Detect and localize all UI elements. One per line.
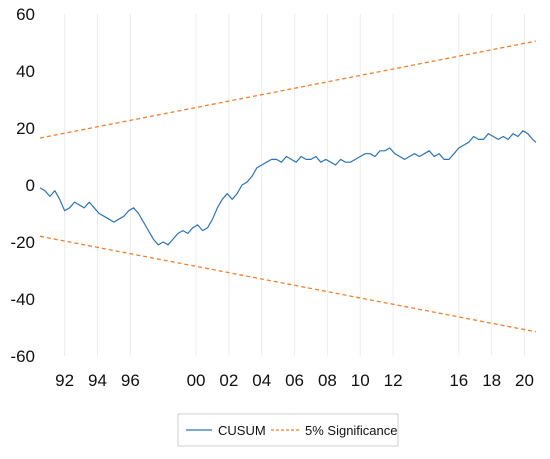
x-tick-label: 04: [252, 371, 271, 390]
legend-label-cusum: CUSUM: [218, 423, 266, 438]
x-tick-label: 20: [515, 371, 534, 390]
x-tick-label: 94: [88, 371, 107, 390]
x-tick-label: 92: [55, 371, 74, 390]
x-gridlines: [64, 14, 526, 356]
x-tick-label: 00: [187, 371, 206, 390]
y-tick-label: -40: [10, 290, 35, 309]
significance-upper-line: [39, 40, 537, 139]
x-tick-label: 12: [384, 371, 403, 390]
x-tick-label: 18: [482, 371, 501, 390]
x-tick-label: 06: [285, 371, 304, 390]
plot-area: [39, 40, 537, 333]
x-tick-label: 02: [219, 371, 238, 390]
y-tick-labels: 60 40 20 0 -20 -40 -60: [10, 5, 35, 366]
x-tick-label: 96: [121, 371, 140, 390]
x-tick-labels: 92 94 96 00 02 04 06 08 10 12 16 18 20: [55, 371, 534, 390]
y-tick-label: 40: [16, 62, 35, 81]
x-tick-label: 08: [318, 371, 337, 390]
legend-label-significance: 5% Significance: [305, 423, 398, 438]
y-tick-label: 60: [16, 5, 35, 24]
significance-lower-line: [39, 235, 537, 333]
cusum-line: [39, 130, 537, 246]
y-tick-label: -20: [10, 233, 35, 252]
legend: CUSUM 5% Significance: [177, 413, 399, 447]
y-tick-label: 20: [16, 119, 35, 138]
y-tick-label: -60: [10, 347, 35, 366]
x-tick-label: 16: [449, 371, 468, 390]
y-tick-label: 0: [26, 176, 35, 195]
x-tick-label: 10: [351, 371, 370, 390]
